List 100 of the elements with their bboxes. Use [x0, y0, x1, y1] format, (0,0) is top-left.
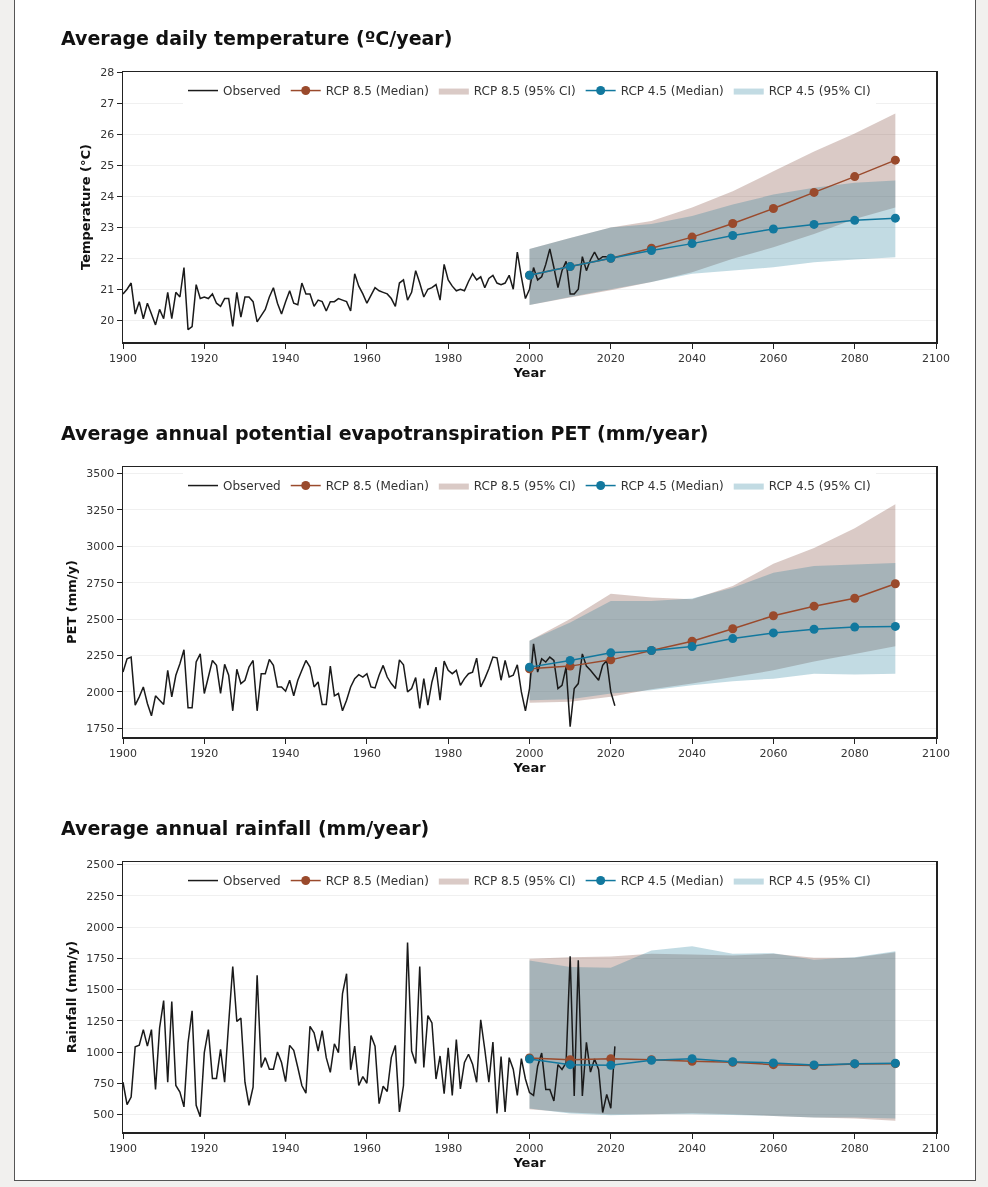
y-tick-label: 2500	[86, 612, 115, 626]
y-tick-label: 28	[100, 65, 115, 79]
x-tick-label: 2040	[678, 1141, 707, 1155]
point	[728, 624, 738, 634]
y-axis-title: Rainfall (mm/y)	[64, 940, 80, 1054]
point	[890, 579, 900, 589]
x-tick-label: 1920	[190, 351, 219, 365]
x-tick-label: 2080	[840, 1141, 869, 1155]
y-tick-label: 3500	[86, 467, 115, 481]
point	[728, 634, 738, 644]
x-tick-label: 2020	[596, 351, 625, 365]
y-tick-label: 26	[100, 127, 115, 141]
x-tick-label: 2000	[515, 351, 544, 365]
x-tick-label: 2060	[759, 1141, 788, 1155]
x-tick-label: 1940	[271, 1141, 300, 1155]
y-tick-label: 2750	[86, 576, 115, 590]
x-tick-label: 1980	[434, 1141, 463, 1155]
x-tick-label: 2080	[840, 746, 869, 760]
y-tick-label: 3000	[86, 540, 115, 554]
point	[890, 213, 900, 223]
point	[768, 611, 778, 621]
y-tick-label: 3250	[86, 503, 115, 517]
point	[809, 219, 819, 229]
legend-label: RCP 8.5 (95% CI)	[473, 84, 576, 99]
legend-label: RCP 8.5 (95% CI)	[473, 479, 576, 494]
legend-label: Observed	[223, 479, 281, 494]
x-tick-label: 1940	[271, 351, 300, 365]
x-tick-label: 2080	[840, 351, 869, 365]
y-tick-label: 20	[100, 314, 115, 328]
x-axis-title: Year	[512, 1154, 547, 1170]
y-tick-label: 2250	[86, 889, 115, 903]
x-axis-title: Year	[512, 759, 547, 775]
x-tick-label: 1960	[352, 746, 381, 760]
y-tick-label: 2000	[86, 685, 115, 699]
y-tick-label: 750	[93, 1077, 115, 1091]
point	[687, 642, 697, 652]
x-tick-label: 1900	[109, 351, 137, 365]
point	[809, 187, 819, 197]
y-tick-label: 1000	[86, 1045, 115, 1059]
chart-title: Average annual rainfall (mm/year)	[61, 816, 430, 839]
x-tick-label: 1920	[190, 1141, 219, 1155]
legend-label: RCP 4.5 (95% CI)	[768, 84, 871, 99]
point	[606, 648, 616, 658]
y-tick-label: 2250	[86, 649, 115, 663]
y-tick-label: 1500	[86, 983, 115, 997]
x-tick-label: 1980	[434, 746, 463, 760]
y-tick-label: 2000	[86, 920, 115, 934]
x-tick-label: 1960	[352, 351, 381, 365]
y-tick-label: 1250	[86, 1014, 115, 1028]
x-tick-label: 2100	[922, 1141, 950, 1155]
point	[728, 231, 738, 241]
x-tick-label: 2040	[678, 351, 707, 365]
y-axis-title: PET (mm/y)	[64, 560, 80, 644]
y-tick-label: 23	[100, 221, 115, 235]
x-tick-label: 1980	[434, 351, 463, 365]
x-tick-label: 2100	[922, 746, 950, 760]
x-tick-label: 2000	[515, 1141, 544, 1155]
y-tick-label: 24	[100, 189, 115, 203]
point	[890, 621, 900, 631]
x-tick-label: 2060	[759, 746, 788, 760]
y-tick-label: 1750	[86, 722, 115, 736]
legend-label: Observed	[223, 874, 281, 889]
legend-label: Observed	[223, 84, 281, 99]
y-tick-label: 500	[93, 1108, 115, 1122]
y-tick-label: 21	[100, 283, 115, 297]
y-tick-label: 22	[100, 252, 115, 266]
point	[850, 593, 860, 603]
point	[850, 172, 860, 182]
x-axis-title: Year	[512, 364, 547, 380]
x-tick-label: 2040	[678, 746, 707, 760]
point	[565, 655, 575, 665]
point	[850, 215, 860, 225]
legend-label: RCP 4.5 (Median)	[620, 84, 724, 99]
y-tick-label: 27	[100, 96, 115, 110]
x-tick-label: 2000	[515, 746, 544, 760]
y-tick-label: 2500	[86, 858, 115, 872]
x-tick-label: 1900	[109, 746, 137, 760]
point	[850, 622, 860, 632]
x-tick-label: 2020	[596, 1141, 625, 1155]
legend-label: RCP 8.5 (Median)	[325, 479, 429, 494]
legend-label: RCP 8.5 (Median)	[325, 84, 429, 99]
x-tick-label: 2100	[922, 351, 950, 365]
point	[565, 1060, 575, 1070]
point	[768, 628, 778, 638]
point	[768, 224, 778, 234]
x-tick-label: 1960	[352, 1141, 381, 1155]
legend-label: RCP 8.5 (95% CI)	[473, 874, 576, 889]
point	[687, 239, 697, 249]
point	[768, 204, 778, 214]
point	[890, 155, 900, 165]
point	[606, 1060, 616, 1070]
chart-title: Average annual potential evapotranspiration PET (mm/year)	[61, 421, 709, 444]
y-axis-title: Temperature (°C)	[78, 144, 94, 270]
legend-label: RCP 4.5 (95% CI)	[768, 874, 871, 889]
x-tick-label: 1920	[190, 746, 219, 760]
legend-label: RCP 8.5 (Median)	[325, 874, 429, 889]
point	[809, 624, 819, 634]
x-tick-label: 2020	[596, 746, 625, 760]
chart-title: Average daily temperature (ºC/year)	[61, 26, 453, 49]
x-tick-label: 1900	[109, 1141, 137, 1155]
